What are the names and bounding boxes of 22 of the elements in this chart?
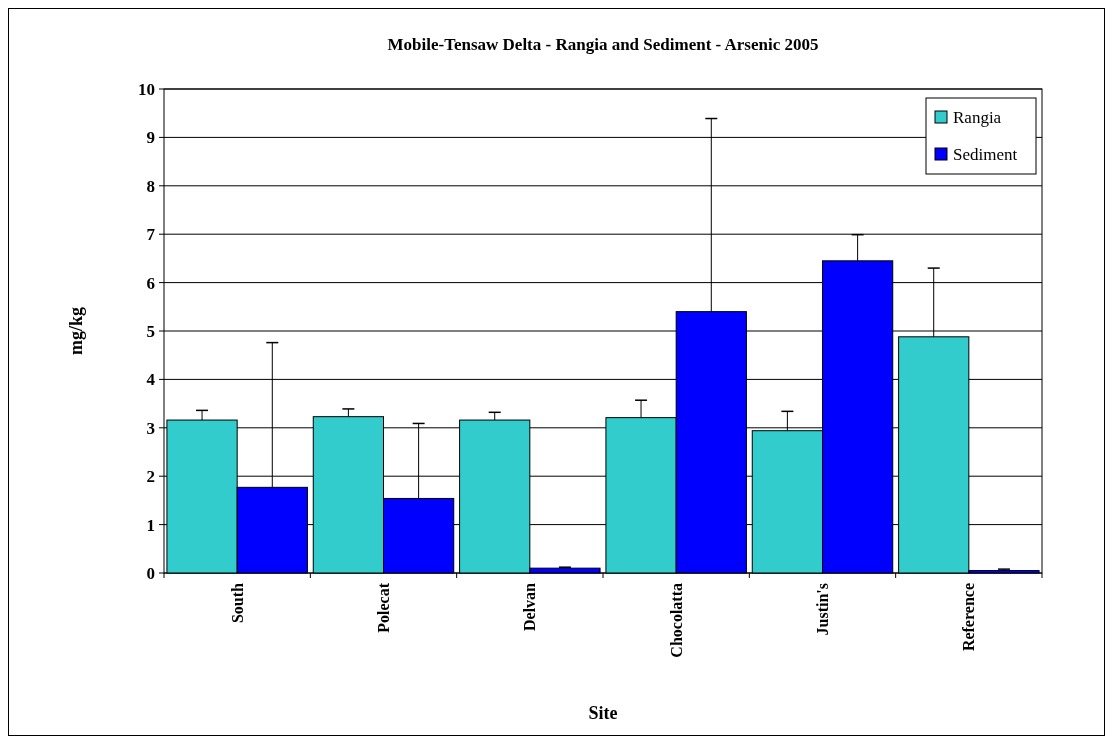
legend-label: Sediment bbox=[953, 144, 1018, 164]
x-tick-label: Chocolatta bbox=[667, 583, 685, 658]
y-tick-label: 8 bbox=[146, 176, 155, 196]
y-tick-label: 9 bbox=[146, 128, 155, 148]
x-tick-label: Delvan bbox=[521, 582, 539, 631]
x-tick-label: South bbox=[228, 582, 246, 624]
x-tick-label: Reference bbox=[960, 583, 978, 652]
chart-title: Mobile-Tensaw Delta - Rangia and Sediment - Arsenic 2005 bbox=[387, 35, 819, 54]
y-axis-title: mg/kg bbox=[66, 306, 86, 356]
y-tick-label: 2 bbox=[146, 467, 155, 487]
y-tick-label: 7 bbox=[146, 225, 156, 245]
y-tick-label: 4 bbox=[146, 370, 156, 390]
y-tick-label: 3 bbox=[146, 418, 155, 438]
x-tick-label: Justin's bbox=[814, 583, 832, 636]
y-tick-label: 1 bbox=[146, 515, 155, 535]
y-tick-label: 6 bbox=[146, 273, 155, 293]
x-tick-label: Polecat bbox=[375, 582, 393, 633]
legend-label: Rangia bbox=[953, 107, 1002, 127]
x-axis-title: Site bbox=[588, 703, 618, 723]
y-tick-label: 10 bbox=[138, 79, 155, 99]
y-tick-label: 5 bbox=[146, 321, 155, 341]
y-tick-label: 0 bbox=[146, 563, 155, 583]
